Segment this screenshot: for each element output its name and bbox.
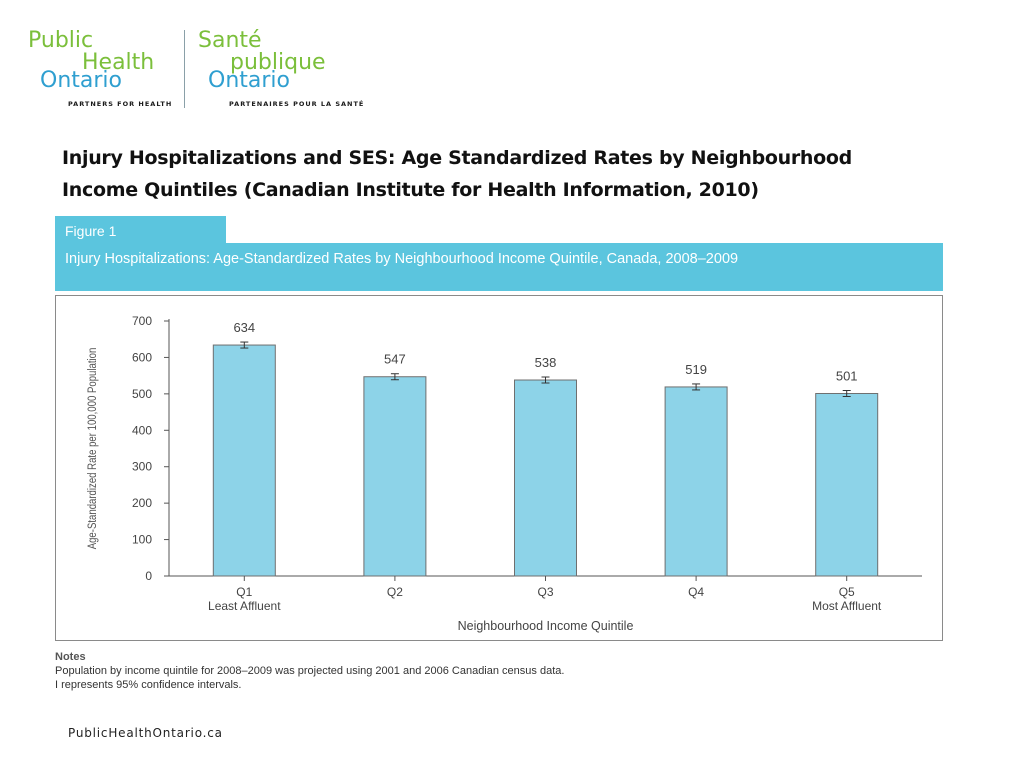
logo-word-health: Health — [82, 50, 155, 75]
slide-title: Injury Hospitalizations and SES: Age Sta… — [62, 147, 852, 201]
data-label: 538 — [535, 355, 557, 370]
y-tick-label: 100 — [132, 533, 152, 547]
bar-q4 — [664, 386, 728, 577]
y-axis-title: Age-Standardized Rate per 100,000 Popula… — [86, 348, 99, 550]
data-label: 547 — [384, 352, 406, 367]
y-tick-label: 400 — [132, 423, 152, 437]
x-axis-title: Neighbourhood Income Quintile — [458, 619, 634, 633]
logo-tagline-fr: PARTENAIRES POUR LA SANTÉ — [229, 100, 365, 108]
logo-tagline-en: PARTNERS FOR HEALTH — [68, 100, 173, 108]
x-tick-sublabel: Least Affluent — [208, 599, 281, 613]
logo-word-ontario-fr: Ontario — [208, 68, 290, 93]
y-tick-label: 200 — [132, 496, 152, 510]
y-tick-label: 300 — [132, 460, 152, 474]
x-tick-sublabel: Most Affluent — [812, 599, 882, 613]
logo-divider — [184, 30, 185, 108]
y-tick-label: 600 — [132, 350, 152, 364]
x-tick-label: Q1 — [236, 585, 252, 599]
logo-word-public: Public — [28, 28, 94, 53]
bar-q3 — [514, 379, 577, 577]
bar-q1 — [212, 344, 276, 577]
notes-line-2: I represents 95% confidence intervals. — [55, 679, 242, 691]
x-tick-label: Q4 — [688, 585, 704, 599]
y-tick-label: 700 — [132, 314, 152, 328]
notes-heading: Notes — [55, 651, 86, 663]
figure-title: Injury Hospitalizations: Age-Standardize… — [55, 243, 943, 291]
logo-word-sante: Santé — [198, 28, 262, 53]
footer-url: PublicHealthOntario.ca — [68, 726, 223, 740]
bar-q2 — [363, 376, 427, 577]
x-tick-label: Q3 — [537, 585, 553, 599]
logo-word-publique: publique — [230, 50, 326, 75]
y-tick-label: 0 — [145, 569, 152, 583]
bar-chart: 0 100 200 300 400 500 600 700 Age-Standardized R… — [86, 314, 922, 633]
x-tick-label: Q5 — [839, 585, 855, 599]
x-tick-label: Q2 — [387, 585, 403, 599]
bar-q5 — [815, 392, 879, 577]
data-label: 519 — [685, 362, 707, 377]
notes-line-1: Population by income quintile for 2008–2… — [55, 665, 565, 677]
data-label: 501 — [836, 368, 858, 383]
logo-word-ontario-en: Ontario — [40, 68, 122, 93]
data-label: 634 — [233, 320, 255, 335]
chart-frame: 0 100 200 300 400 500 600 700 Age-Standardized R… — [55, 295, 943, 641]
notes: Notes Population by income quintile for … — [55, 650, 935, 692]
figure-label: Figure 1 — [55, 216, 226, 244]
public-health-ontario-logo: Public Health Ontario PARTNERS FOR HEALT… — [28, 28, 368, 112]
y-tick-label: 500 — [132, 387, 152, 401]
